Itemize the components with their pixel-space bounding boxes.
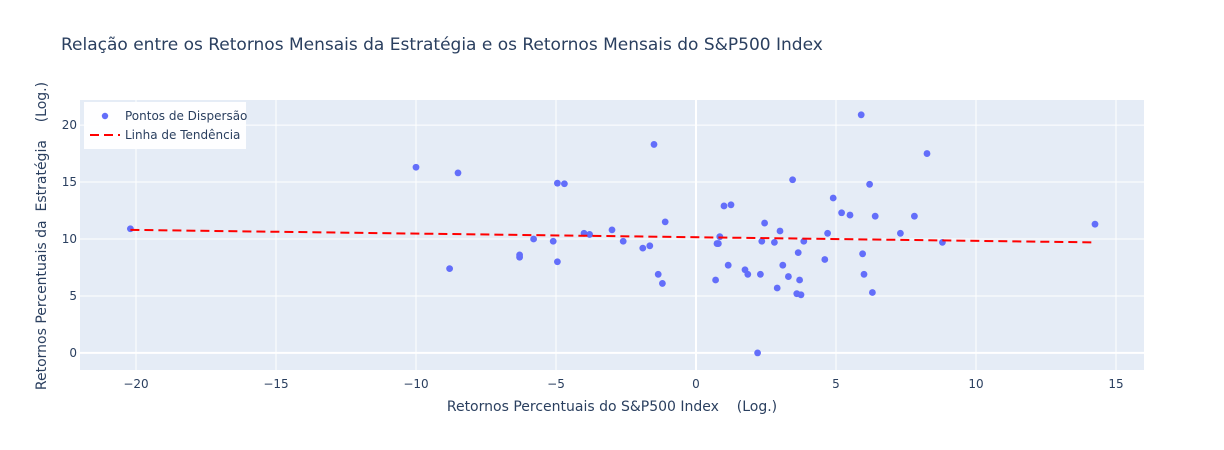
scatter-point[interactable] xyxy=(661,218,669,226)
scatter-point[interactable] xyxy=(608,226,616,234)
scatter-point[interactable] xyxy=(785,273,792,280)
scatter-point[interactable] xyxy=(859,250,866,258)
x-tick-label: −5 xyxy=(547,377,565,391)
scatter-point[interactable] xyxy=(866,180,873,188)
scatter-point[interactable] xyxy=(744,270,752,278)
scatter-point[interactable] xyxy=(821,256,829,263)
scatter-point[interactable] xyxy=(911,212,918,220)
scatter-point[interactable] xyxy=(554,179,561,187)
scatter-point[interactable] xyxy=(727,201,735,209)
scatter-point[interactable] xyxy=(794,249,802,257)
x-tick-label: −20 xyxy=(123,377,148,391)
scatter-point[interactable] xyxy=(720,202,728,210)
scatter-point[interactable] xyxy=(454,169,462,177)
scatter-point[interactable] xyxy=(1091,220,1099,228)
scatter-point[interactable] xyxy=(824,229,831,237)
scatter-point[interactable] xyxy=(846,211,854,219)
scatter-point[interactable] xyxy=(829,194,837,202)
y-tick-label: 15 xyxy=(62,175,77,189)
plot-series xyxy=(126,111,1099,357)
scatter-point[interactable] xyxy=(776,227,784,235)
scatter-point[interactable] xyxy=(871,212,879,220)
scatter-point[interactable] xyxy=(754,349,761,357)
scatter-point[interactable] xyxy=(869,289,876,296)
scatter-point[interactable] xyxy=(586,231,593,238)
y-tick-label: 10 xyxy=(62,232,77,246)
chart-title: Relação entre os Retornos Mensais da Est… xyxy=(61,35,823,55)
scatter-point[interactable] xyxy=(860,270,868,278)
scatter-point[interactable] xyxy=(646,242,654,250)
legend-item-trend[interactable]: Linha de Tendência xyxy=(125,128,240,142)
x-axis-label: Retornos Percentuais do S&P500 Index (Lo… xyxy=(447,399,777,415)
y-tick-label: 20 xyxy=(62,118,77,132)
scatter-point[interactable] xyxy=(797,291,805,299)
scatter-point[interactable] xyxy=(654,270,662,278)
scatter-point[interactable] xyxy=(789,176,796,184)
scatter-point[interactable] xyxy=(446,265,453,273)
x-tick-label: 0 xyxy=(692,377,700,391)
scatter-point[interactable] xyxy=(561,180,568,188)
scatter-point[interactable] xyxy=(554,258,561,266)
legend-item-scatter[interactable]: Pontos de Dispersão xyxy=(125,109,247,123)
scatter-point[interactable] xyxy=(549,237,557,245)
scatter-point[interactable] xyxy=(771,239,778,246)
scatter-point[interactable] xyxy=(724,261,732,269)
x-tick-label: −15 xyxy=(263,377,288,391)
scatter-point[interactable] xyxy=(923,150,931,157)
scatter-point[interactable] xyxy=(757,270,764,278)
scatter-point[interactable] xyxy=(650,141,658,148)
x-tick-label: 10 xyxy=(968,377,983,391)
scatter-point[interactable] xyxy=(897,229,904,237)
scatter-point[interactable] xyxy=(712,276,719,284)
trend-line[interactable] xyxy=(130,228,1096,244)
scatter-point[interactable] xyxy=(773,284,781,292)
y-tick-label: 0 xyxy=(69,346,77,360)
scatter-point[interactable] xyxy=(838,209,845,217)
scatter-point[interactable] xyxy=(779,261,787,269)
scatter-point[interactable] xyxy=(796,276,803,284)
scatter-point[interactable] xyxy=(126,225,134,233)
x-tick-label: 15 xyxy=(1108,377,1123,391)
y-axis-ticks: 0 5 10 15 20 xyxy=(62,118,77,360)
scatter-point[interactable] xyxy=(761,219,768,227)
x-tick-label: −10 xyxy=(403,377,428,391)
scatter-point[interactable] xyxy=(659,280,666,287)
scatter-point[interactable] xyxy=(530,235,537,243)
scatter-point[interactable] xyxy=(639,244,647,252)
grid xyxy=(80,100,1144,370)
scatter-point[interactable] xyxy=(715,240,722,247)
y-tick-label: 5 xyxy=(69,289,77,303)
scatter-point[interactable] xyxy=(758,237,766,245)
x-axis-ticks: −20 −15 −10 −5 0 5 10 15 xyxy=(123,377,1123,391)
legend-box xyxy=(84,102,246,149)
legend[interactable]: Pontos de Dispersão Linha de Tendência xyxy=(84,102,247,149)
scatter-point[interactable] xyxy=(619,237,627,245)
legend-scatter-marker xyxy=(101,112,109,120)
scatter-point[interactable] xyxy=(857,111,865,119)
plot-area xyxy=(80,100,1144,370)
scatter-point[interactable] xyxy=(516,251,523,259)
y-axis-label: Retornos Percentuais da Estratégia (Log.… xyxy=(34,82,50,390)
scatter-point[interactable] xyxy=(412,163,420,171)
x-tick-label: 5 xyxy=(832,377,840,391)
